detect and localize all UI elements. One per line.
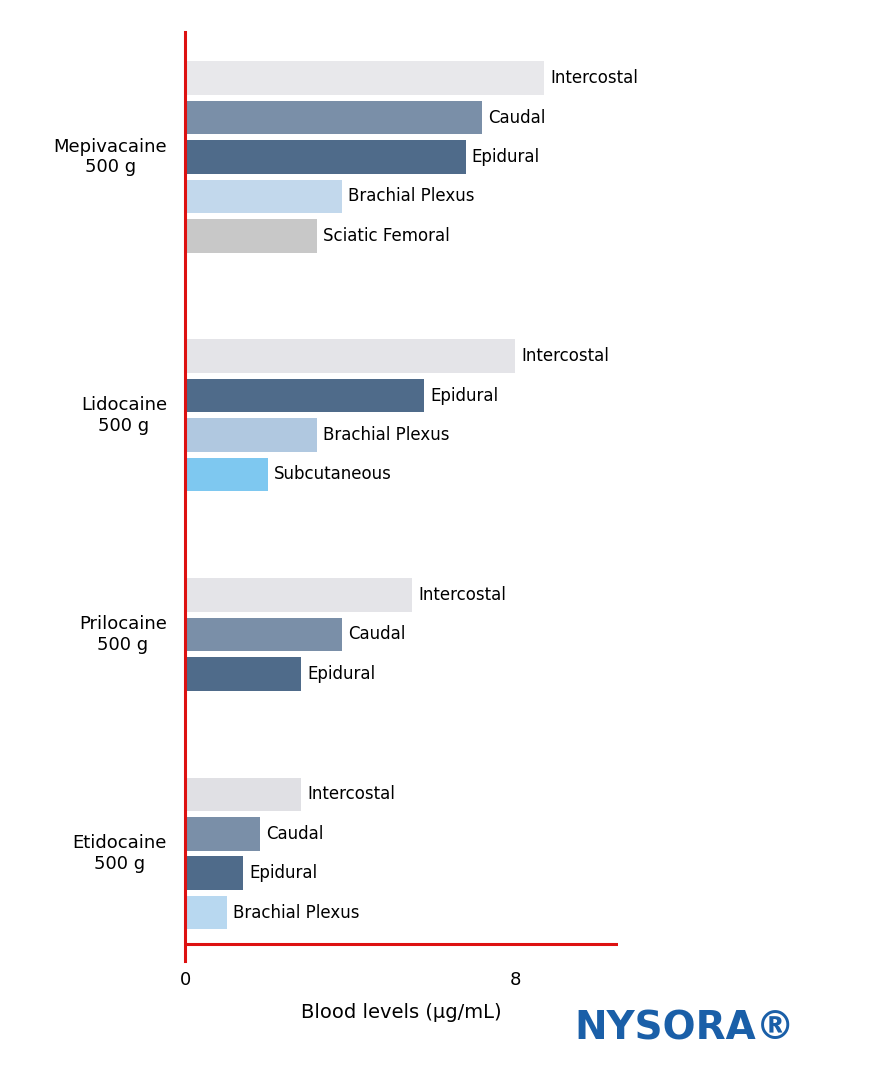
Bar (185, 816, 260, 851)
Text: Lidocaine
500 g: Lidocaine 500 g (80, 396, 167, 435)
Bar (185, 100, 482, 134)
Text: Prilocaine
500 g: Prilocaine 500 g (79, 615, 167, 653)
Text: Brachial Plexus: Brachial Plexus (323, 427, 450, 444)
Text: Epidural: Epidural (307, 665, 375, 683)
Text: Caudal: Caudal (266, 825, 323, 842)
Text: Intercostal: Intercostal (521, 348, 609, 365)
Bar (185, 895, 227, 929)
Text: Caudal: Caudal (348, 625, 405, 644)
Text: Epidural: Epidural (472, 148, 540, 166)
Text: Epidural: Epidural (249, 864, 317, 882)
Text: Sciatic Femoral: Sciatic Femoral (323, 227, 450, 245)
Bar (185, 578, 412, 611)
Bar (185, 339, 515, 373)
Bar (185, 62, 544, 95)
Bar (185, 379, 425, 413)
Bar (185, 140, 465, 174)
Bar (185, 179, 342, 213)
Text: Etidocaine
500 g: Etidocaine 500 g (72, 834, 167, 873)
Text: Epidural: Epidural (431, 387, 499, 405)
Bar (185, 778, 301, 811)
Bar (185, 618, 342, 651)
Text: Subcutaneous: Subcutaneous (274, 465, 392, 484)
Text: Brachial Plexus: Brachial Plexus (348, 187, 475, 205)
Text: NYSORA®: NYSORA® (574, 1010, 795, 1048)
Text: Intercostal: Intercostal (307, 785, 395, 804)
Bar (185, 458, 268, 491)
Text: Caudal: Caudal (488, 109, 546, 126)
Text: Mepivacaine
500 g: Mepivacaine 500 g (53, 137, 167, 176)
X-axis label: Blood levels (μg/mL): Blood levels (μg/mL) (301, 1003, 502, 1022)
Bar (185, 219, 317, 253)
Text: Brachial Plexus: Brachial Plexus (233, 904, 359, 921)
Bar (185, 856, 243, 890)
Text: Intercostal: Intercostal (550, 69, 638, 87)
Bar (185, 657, 301, 690)
Text: Intercostal: Intercostal (419, 586, 506, 604)
Bar (185, 418, 317, 451)
